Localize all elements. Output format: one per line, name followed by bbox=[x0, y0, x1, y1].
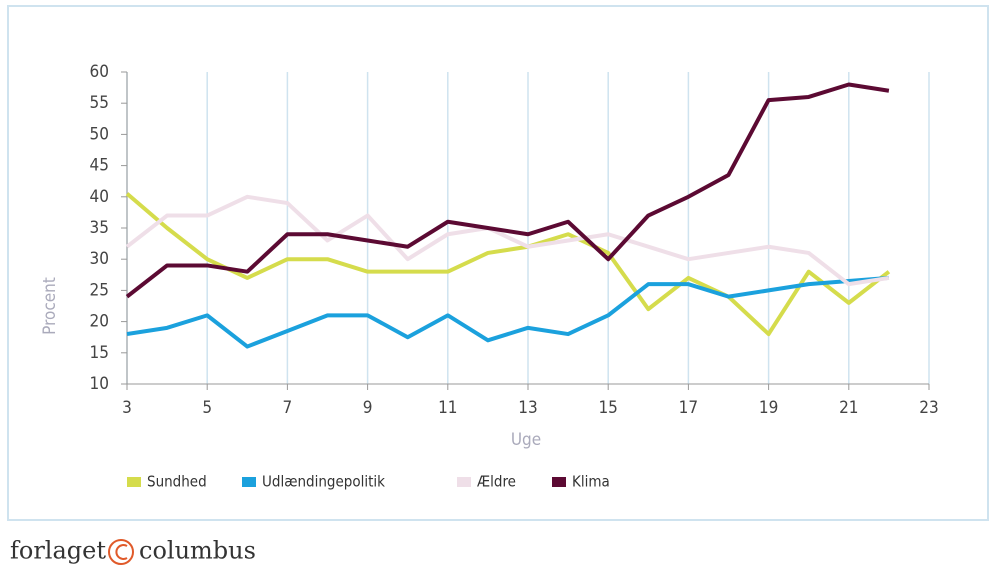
line-series bbox=[125, 194, 890, 287]
legend-label: Sundhed bbox=[147, 473, 207, 491]
line-series bbox=[126, 275, 890, 349]
x-tick-label: 11 bbox=[438, 398, 457, 418]
legend-label: Klima bbox=[572, 473, 610, 491]
x-tick-label: 5 bbox=[202, 398, 212, 418]
x-tick-label: 3 bbox=[122, 398, 132, 418]
x-tick-label: 9 bbox=[363, 398, 373, 418]
brand-left: forlaget bbox=[10, 537, 106, 565]
y-tick-label: 10 bbox=[90, 374, 109, 394]
brand-logo bbox=[108, 539, 134, 565]
line-series bbox=[125, 192, 891, 337]
x-tick-label: 13 bbox=[518, 398, 537, 418]
x-axis-label: Uge bbox=[511, 430, 541, 450]
y-axis-label: Procent bbox=[40, 277, 60, 335]
y-tick-label: 20 bbox=[90, 312, 109, 332]
y-tick-label: 30 bbox=[90, 249, 109, 269]
y-tick-label: 55 bbox=[90, 93, 109, 113]
y-tick-label: 60 bbox=[90, 62, 109, 82]
frame bbox=[7, 5, 989, 521]
line-series bbox=[125, 82, 890, 299]
x-tick-label: 7 bbox=[283, 398, 293, 418]
y-tick-label: 15 bbox=[90, 343, 109, 363]
x-tick-label: 15 bbox=[598, 398, 617, 418]
x-tick-label: 19 bbox=[759, 398, 778, 418]
x-tick-label: 23 bbox=[919, 398, 938, 418]
y-tick-label: 40 bbox=[90, 187, 109, 207]
legend-label: Udlændingepolitik bbox=[262, 473, 385, 491]
x-tick-label: 17 bbox=[679, 398, 698, 418]
x-tick-label: 21 bbox=[839, 398, 858, 418]
brand-right: columbus bbox=[139, 537, 256, 565]
y-tick-label: 50 bbox=[90, 124, 109, 144]
y-tick-label: 45 bbox=[90, 156, 109, 176]
y-tick-label: 25 bbox=[90, 280, 109, 300]
legend-label: Ældre bbox=[477, 473, 516, 491]
y-tick-label: 35 bbox=[90, 218, 109, 238]
